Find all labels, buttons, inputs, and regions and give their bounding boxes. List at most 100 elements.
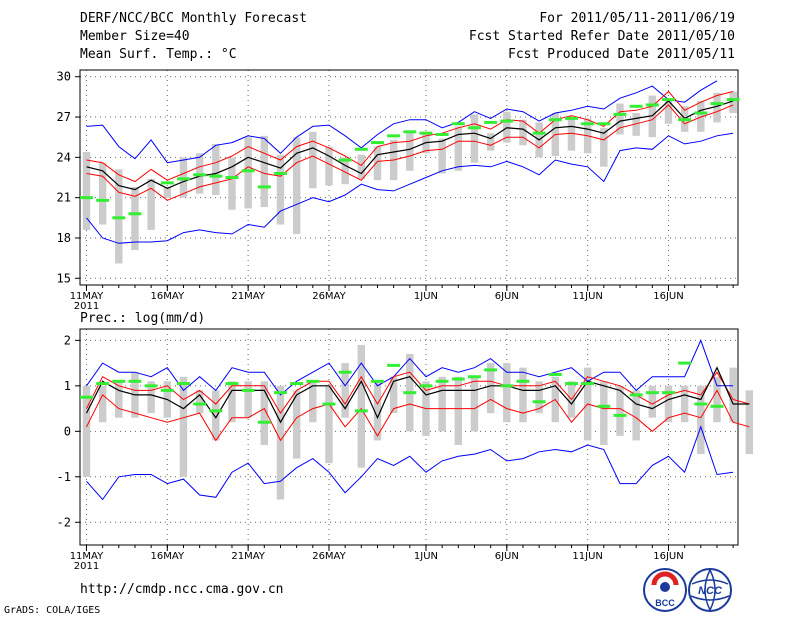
- observed-marker: [177, 382, 190, 386]
- spread-box: [600, 381, 608, 445]
- spread-box: [648, 95, 657, 138]
- observed-marker: [354, 409, 368, 413]
- spread-box: [454, 126, 463, 171]
- observed-marker: [565, 382, 578, 386]
- x-tick-label: 26MAY: [312, 551, 346, 562]
- spread-box: [535, 381, 543, 414]
- spread-box: [438, 376, 446, 432]
- y-tick-label: 1: [64, 379, 71, 393]
- spread-box: [373, 381, 382, 441]
- min-line: [86, 132, 734, 244]
- observed-marker: [112, 379, 126, 383]
- observed-marker: [241, 388, 255, 392]
- spread-box: [292, 390, 301, 459]
- year-label: 2011: [74, 301, 99, 312]
- x-tick-label: 16MAY: [151, 551, 185, 562]
- x-tick-label: 21MAY: [231, 291, 265, 302]
- observed-marker: [694, 111, 708, 115]
- y-tick-label: -1: [57, 470, 71, 484]
- spread-box: [729, 367, 737, 423]
- source-url[interactable]: http://cmdp.ncc.cma.gov.cn: [80, 582, 284, 597]
- min-line: [86, 425, 734, 501]
- x-tick-label: 11JUN: [572, 291, 602, 302]
- spread-box: [276, 385, 285, 500]
- observed-marker: [128, 379, 142, 383]
- observed-marker: [338, 158, 352, 162]
- spread-box: [729, 91, 737, 113]
- observed-marker: [274, 391, 287, 395]
- observed-marker: [80, 395, 93, 399]
- upper-line: [86, 90, 734, 183]
- observed-marker: [290, 382, 304, 386]
- observed-marker: [128, 212, 142, 216]
- observed-marker: [96, 382, 110, 386]
- y-tick-label: -2: [57, 515, 71, 529]
- observed-marker: [371, 379, 384, 383]
- spread-box: [131, 186, 139, 251]
- observed-marker: [532, 400, 546, 404]
- spread-box: [115, 381, 123, 418]
- observed-marker: [548, 372, 562, 376]
- spread-box: [357, 154, 366, 179]
- panel-title: Prec.: log(mm/d): [80, 311, 205, 326]
- spread-box: [648, 385, 657, 418]
- observed-marker: [403, 130, 417, 134]
- x-tick-label: 11JUN: [572, 551, 602, 562]
- observed-marker: [662, 98, 675, 102]
- observed-marker: [468, 126, 481, 130]
- variable-label: Mean Surf. Temp.: °C: [80, 47, 237, 62]
- forecast-start-date: Fcst Started Refer Date 2011/05/10: [468, 29, 735, 44]
- observed-marker: [629, 393, 643, 397]
- observed-marker: [419, 131, 433, 135]
- spread-box: [567, 118, 576, 151]
- spread-box: [713, 376, 721, 423]
- spread-box: [713, 92, 721, 123]
- observed-marker: [96, 198, 110, 202]
- spread-box: [163, 186, 172, 198]
- bcc-logo: BCC: [643, 568, 687, 612]
- member-size-label: Member Size=40: [80, 29, 190, 44]
- spread-box: [697, 385, 705, 455]
- spread-box: [325, 385, 333, 464]
- observed-marker: [613, 112, 627, 116]
- spread-box: [98, 385, 107, 423]
- plot-frame: [79, 69, 739, 286]
- observed-marker: [484, 368, 498, 372]
- observed-marker: [225, 176, 239, 179]
- observed-marker: [500, 119, 514, 123]
- observed-marker: [322, 402, 336, 406]
- observed-marker: [581, 382, 595, 386]
- spread-box: [212, 143, 220, 195]
- x-tick-label: 26MAY: [312, 291, 346, 302]
- spread-box: [697, 100, 705, 132]
- spread-box: [309, 131, 317, 189]
- observed-marker: [500, 384, 514, 388]
- x-tick-label: 16JUN: [653, 551, 683, 562]
- spread-box: [325, 146, 333, 186]
- observed-marker: [306, 379, 320, 383]
- svg-text:BCC: BCC: [655, 598, 675, 608]
- spread-box: [82, 151, 91, 230]
- spread-box: [341, 157, 349, 185]
- grads-credit: GrADS: COLA/IGES: [4, 605, 101, 616]
- forecast-period: For 2011/05/11-2011/06/19: [539, 11, 735, 26]
- spread-box: [680, 385, 689, 423]
- forecast-produced-date: Fcst Produced Date 2011/05/11: [508, 47, 735, 62]
- observed-marker: [387, 134, 401, 138]
- observed-marker: [662, 391, 675, 395]
- y-tick-label: 0: [64, 424, 71, 438]
- y-tick-label: 18: [57, 231, 71, 245]
- observed-marker: [193, 173, 207, 177]
- spread-box: [616, 103, 624, 135]
- observed-marker: [645, 103, 659, 107]
- observed-marker: [354, 147, 368, 151]
- x-tick-label: 11MAY: [70, 551, 104, 562]
- spread-box: [438, 138, 446, 174]
- x-tick-label: 16MAY: [151, 291, 185, 302]
- spread-box: [616, 385, 624, 436]
- plot-frame: [79, 328, 739, 546]
- lower-line: [86, 389, 750, 442]
- observed-marker: [565, 116, 578, 120]
- spread-box: [276, 154, 285, 225]
